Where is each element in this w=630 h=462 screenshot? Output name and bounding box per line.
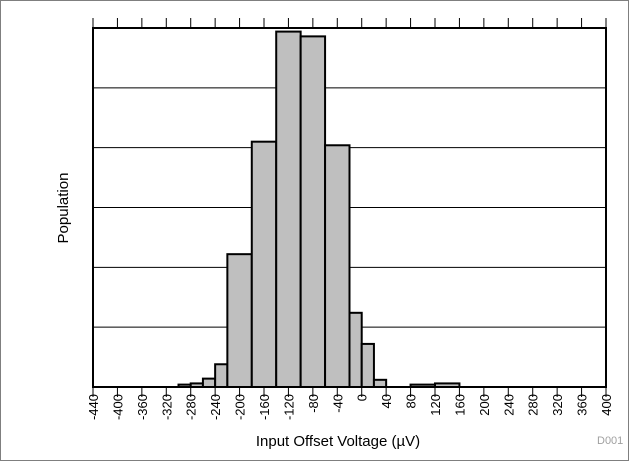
histogram-bar [324,144,351,388]
x-tick-labels: -440 -400 -360 -320 -280 -240 -200 -160 -120 -80-… [86,394,614,420]
x-tick-label: -80 [306,394,321,413]
figure-code-label: D001 [597,435,623,447]
histogram-bar [250,140,278,388]
histogram-bar [275,30,302,389]
x-tick-label: 280 [526,394,541,416]
x-tick-label: -400 [110,394,125,420]
x-tick-label: -360 [135,394,150,420]
x-tick-label: 320 [550,394,565,416]
histogram-bar [214,363,229,389]
x-tick-label: 0 [355,394,370,401]
x-tick-label: 160 [452,394,467,416]
histogram-bar [299,35,327,388]
x-tick-label: -280 [184,394,199,420]
histogram-bar [360,342,375,389]
x-axis-title: Input Offset Voltage (µV) [256,433,420,450]
bars-layer [177,30,461,389]
x-tick-label: -440 [86,394,101,420]
x-tick-label: 120 [428,394,443,416]
x-tick-label: -240 [208,394,223,420]
y-axis-title: Population [55,173,72,244]
plot-area-border [92,27,607,388]
x-tick-label: -320 [159,394,174,420]
histogram-bar [372,378,388,389]
x-tick-label: 360 [575,394,590,416]
x-tick-label: 80 [404,394,419,408]
x-tick-label: -120 [281,394,296,420]
x-tick-label: -160 [257,394,272,420]
x-tick-label: 400 [599,394,614,416]
x-tick-label: -40 [330,394,345,413]
x-tick-label: 40 [379,394,394,408]
histogram-bar [201,377,217,388]
histogram-bar [348,311,363,389]
ticks-layer [92,18,607,397]
histogram-bar [226,253,253,388]
x-tick-label: -200 [233,394,248,420]
x-tick-label: 200 [477,394,492,416]
x-tick-label: 240 [501,394,516,416]
